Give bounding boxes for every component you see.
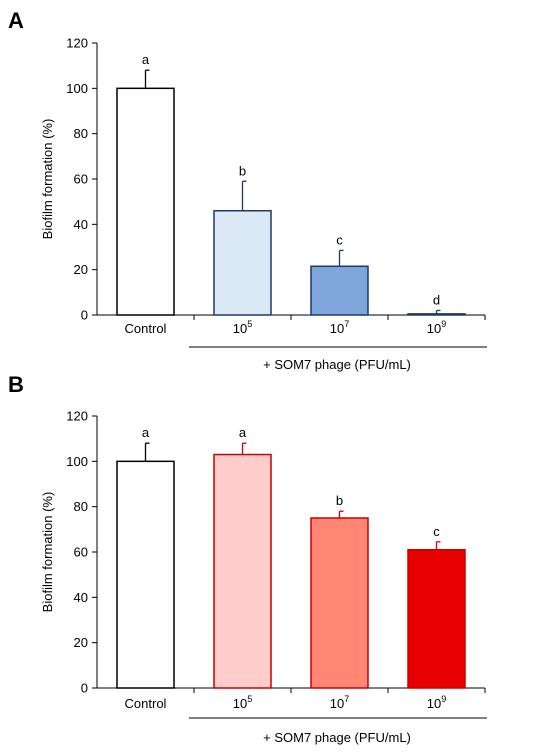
panel-b-significance-letter: a (239, 425, 247, 440)
panel-a-category-label: Control (125, 321, 167, 336)
panel-a-y-tick-label: 100 (66, 81, 88, 96)
panel-b-chart: Biofilm formation (%) 0 20 40 60 80 100 120 a Con… (40, 409, 487, 745)
panel-a-bar (116, 87, 175, 316)
panel-b-y-axis-label: Biofilm formation (%) (40, 492, 55, 613)
panel-a-category-label: 105 (233, 319, 252, 336)
panel-b-letter: B (8, 372, 24, 397)
panel-b-category-label: 107 (330, 694, 349, 711)
panel-b-bar (310, 517, 369, 689)
panel-a-category-label: 109 (427, 319, 446, 336)
panel-b-bar (213, 453, 272, 689)
panel-b-category-label: Control (125, 696, 167, 711)
panel-a-bar (407, 313, 466, 316)
panel-b-bar (116, 460, 175, 689)
panel-b-y-tick-label: 80 (74, 499, 88, 514)
panel-b-significance-letter: b (336, 493, 343, 508)
panel-b-y-tick-label: 40 (74, 590, 88, 605)
panel-a-significance-letter: c (336, 232, 343, 247)
panel-b-bar (407, 548, 466, 689)
panel-b-significance-letter: c (433, 524, 440, 539)
panel-a-significance-letter: b (239, 163, 246, 178)
panel-a-y-tick-label: 120 (66, 36, 88, 51)
panel-a-significance-letter: a (142, 52, 150, 67)
panel-b-y-tick-label: 120 (66, 409, 88, 424)
panel-b-y-tick-label: 0 (81, 681, 88, 696)
panel-b-y-tick-label: 20 (74, 635, 88, 650)
panel-a-chart: Biofilm formation (%) 0 20 40 60 80 100 120 a Con… (40, 36, 487, 372)
panel-b-category-label: 105 (233, 694, 252, 711)
panel-a-y-tick-label: 80 (74, 126, 88, 141)
panel-b-y-tick-label: 100 (66, 454, 88, 469)
panel-b-category-label: 109 (427, 694, 446, 711)
panel-a-bar (310, 265, 369, 316)
panel-a-y-axis-label: Biofilm formation (%) (40, 119, 55, 240)
panel-a-group-label: + SOM7 phage (PFU/mL) (263, 357, 411, 372)
panel-a-y-tick-label: 20 (74, 262, 88, 277)
panel-a-y-tick-label: 60 (74, 172, 88, 187)
panel-a-significance-letter: d (433, 292, 440, 307)
panel-a-category-label: 107 (330, 319, 349, 336)
panel-b-y-tick-label: 60 (74, 545, 88, 560)
panel-a-bar (213, 209, 272, 316)
panel-a-y-tick-label: 0 (81, 308, 88, 323)
panel-a-y-tick-label: 40 (74, 217, 88, 232)
panel-b-significance-letter: a (142, 425, 150, 440)
panel-a-letter: A (8, 8, 24, 33)
panel-b-group-label: + SOM7 phage (PFU/mL) (263, 730, 411, 745)
